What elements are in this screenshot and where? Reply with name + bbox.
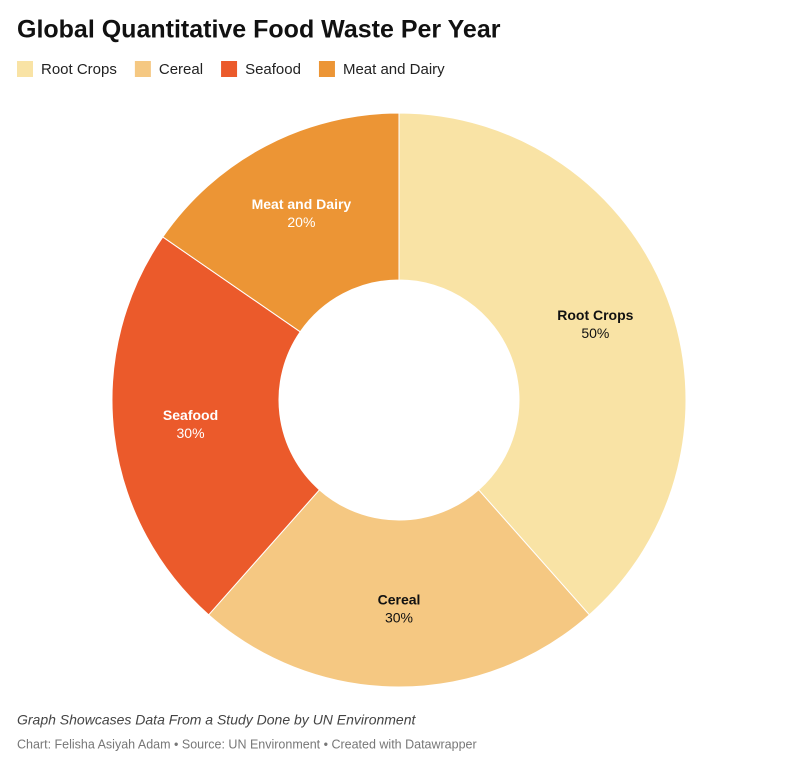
data-label-value: 30% bbox=[385, 610, 413, 626]
data-label-value: 30% bbox=[177, 425, 205, 441]
wedge bbox=[398, 112, 687, 616]
wedge bbox=[111, 236, 321, 616]
legend-label: Cereal bbox=[159, 61, 203, 78]
legend-swatch bbox=[17, 61, 33, 77]
data-label-value: 50% bbox=[581, 325, 609, 341]
legend-label: Seafood bbox=[245, 61, 301, 78]
legend-label: Root Crops bbox=[41, 61, 117, 78]
data-label-name: Meat and Dairy bbox=[252, 196, 352, 212]
donut: Root Crops 50% Cereal 30% Seafood 30% Meat and… bbox=[111, 112, 687, 688]
data-label-name: Seafood bbox=[163, 407, 218, 423]
data-label-value: 20% bbox=[287, 214, 315, 230]
legend-swatch bbox=[318, 61, 335, 77]
wedge bbox=[162, 112, 400, 333]
legend-swatch bbox=[221, 61, 238, 77]
data-label-name: Root Crops bbox=[557, 307, 633, 323]
wedge bbox=[207, 489, 591, 688]
data-label-name: Cereal bbox=[378, 592, 421, 608]
legend-swatch bbox=[134, 61, 151, 77]
footer: Chart: Felisha Asiyah Adam • Source: UN … bbox=[17, 737, 477, 751]
legend: Root Crops Cereal Seafood Meat and Dairy bbox=[17, 61, 445, 78]
chart-title: Global Quantitative Food Waste Per Year bbox=[17, 16, 501, 44]
notes: Graph Showcases Data From a Study Done b… bbox=[17, 712, 417, 728]
legend-label: Meat and Dairy bbox=[343, 61, 445, 78]
